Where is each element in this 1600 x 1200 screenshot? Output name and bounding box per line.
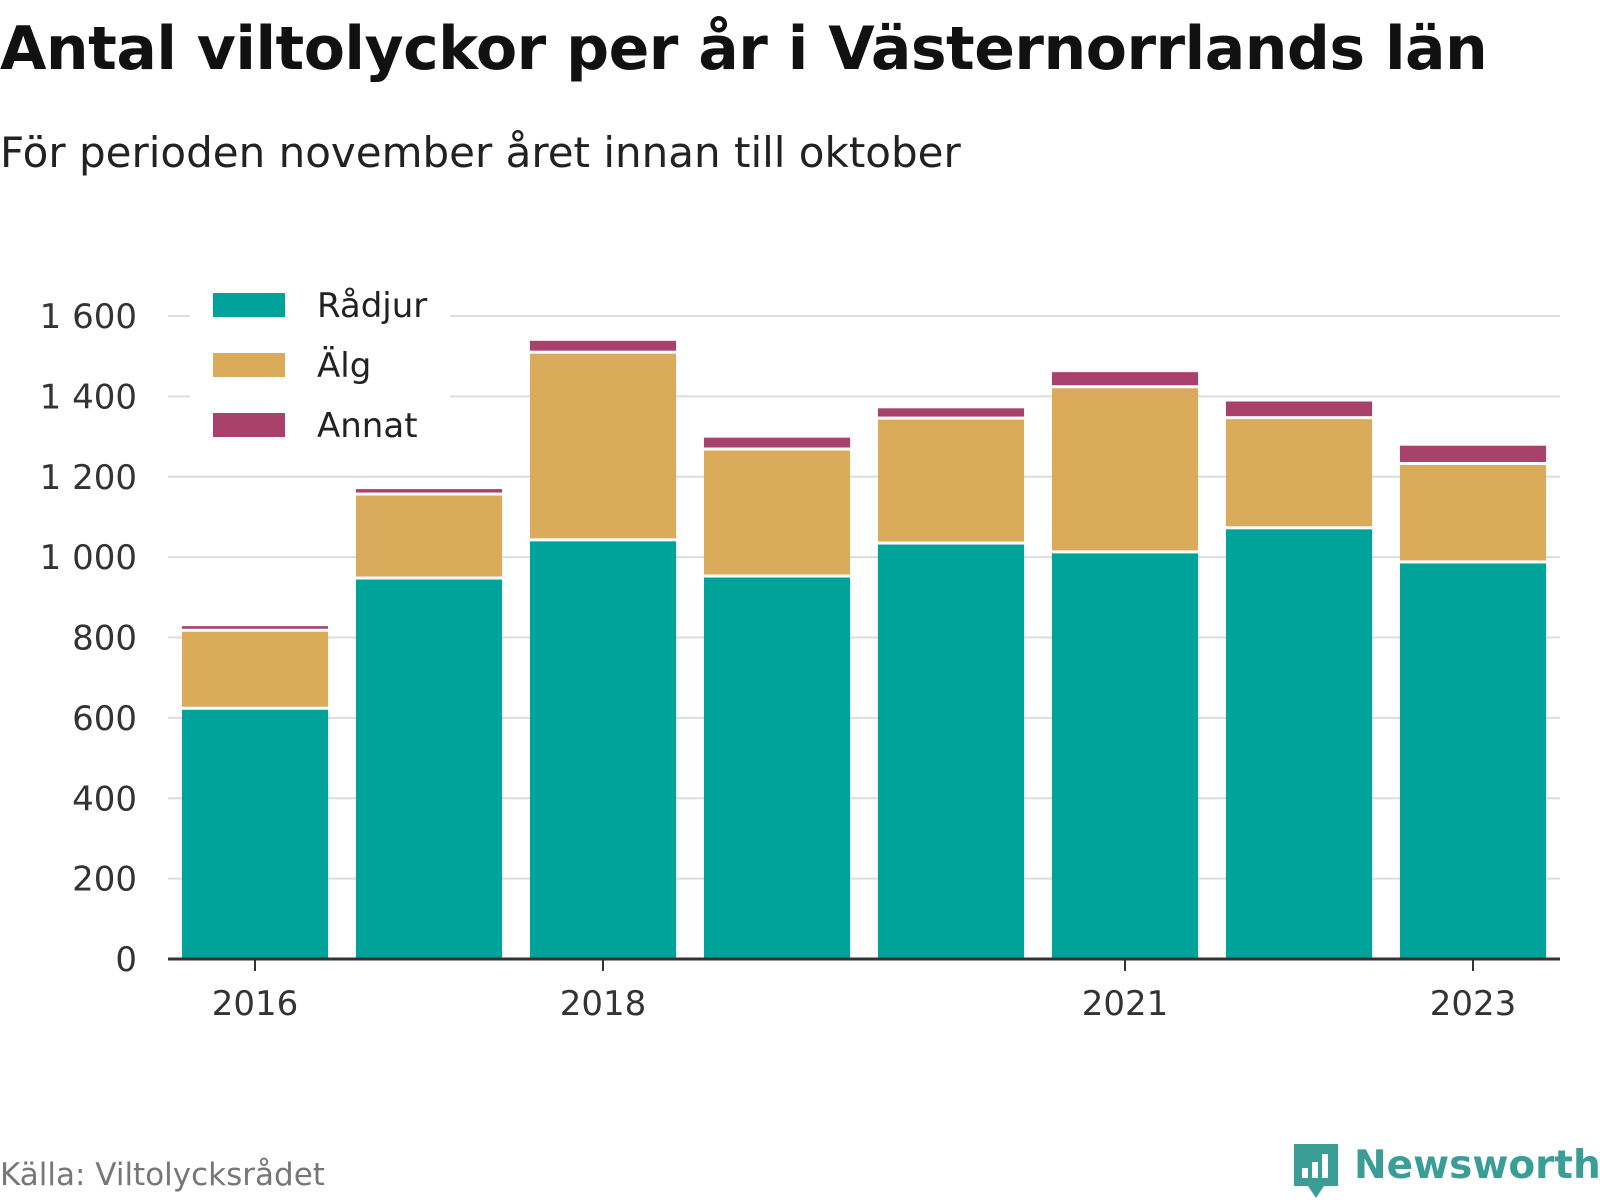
- bar-segment-rådjur: [181, 709, 329, 958]
- bar-segment-rådjur: [1051, 553, 1199, 958]
- legend-label: Älg: [317, 346, 371, 386]
- y-tick-label: 400: [72, 779, 137, 819]
- legend-label: Annat: [317, 406, 418, 446]
- chart-title: Antal viltolyckor per år i Västernorrlan…: [0, 14, 1488, 84]
- chart-subtitle: För perioden november året innan till ok…: [0, 128, 961, 177]
- bar-segment-älg: [703, 450, 851, 575]
- x-tick-label: 2021: [1082, 984, 1169, 1024]
- x-tick-label: 2016: [212, 984, 299, 1024]
- legend-swatch: [213, 413, 285, 437]
- bar-segment-rådjur: [529, 541, 677, 958]
- stacked-bar-chart: 0 200 400 600 800 1 000 1 200 1 400 1 600 2016 201…: [39, 286, 1560, 1024]
- bar-segment-annat: [181, 626, 329, 629]
- x-tick-label: 2023: [1430, 984, 1517, 1024]
- y-tick-label: 1 600: [40, 297, 137, 337]
- y-tick-label: 0: [115, 940, 137, 980]
- bar-segment-rådjur: [703, 577, 851, 958]
- bar-segment-annat: [355, 489, 503, 493]
- y-tick-label: 1 200: [40, 458, 137, 498]
- y-tick-label: 200: [72, 860, 137, 900]
- brand-name: Newsworthy: [1354, 1143, 1600, 1188]
- bar-segment-annat: [1225, 401, 1373, 417]
- legend-swatch: [213, 353, 285, 377]
- bar-segment-annat: [529, 340, 677, 351]
- bar-segment-älg: [1399, 464, 1547, 561]
- bar-segment-annat: [1051, 372, 1199, 386]
- brand-logo: Newsworthy: [1290, 1140, 1600, 1200]
- y-tick-label: 800: [72, 619, 137, 659]
- y-tick-label: 600: [72, 699, 137, 739]
- bar-chart-speech-bubble-icon: [1294, 1144, 1338, 1198]
- y-tick-label: 1 000: [40, 538, 137, 578]
- bar-segment-älg: [877, 419, 1025, 542]
- legend-label: Rådjur: [317, 286, 427, 326]
- y-tick-label: 1 400: [40, 377, 137, 417]
- bar-segment-rådjur: [355, 579, 503, 958]
- x-tick-label: 2018: [560, 984, 647, 1024]
- bar-segment-annat: [1399, 445, 1547, 462]
- bar-segment-älg: [181, 631, 329, 707]
- bar-segment-rådjur: [1399, 563, 1547, 958]
- source-note: Källa: Viltolycksrådet: [0, 1157, 325, 1193]
- bar-segment-älg: [1051, 388, 1199, 551]
- bar-segment-annat: [877, 408, 1025, 417]
- bar-segment-rådjur: [877, 544, 1025, 958]
- legend-swatch: [213, 293, 285, 317]
- bar-segment-älg: [529, 353, 677, 539]
- bar-segment-älg: [355, 495, 503, 577]
- bar-segment-annat: [703, 437, 851, 448]
- bar-segment-rådjur: [1225, 529, 1373, 958]
- bar-segment-älg: [1225, 419, 1373, 527]
